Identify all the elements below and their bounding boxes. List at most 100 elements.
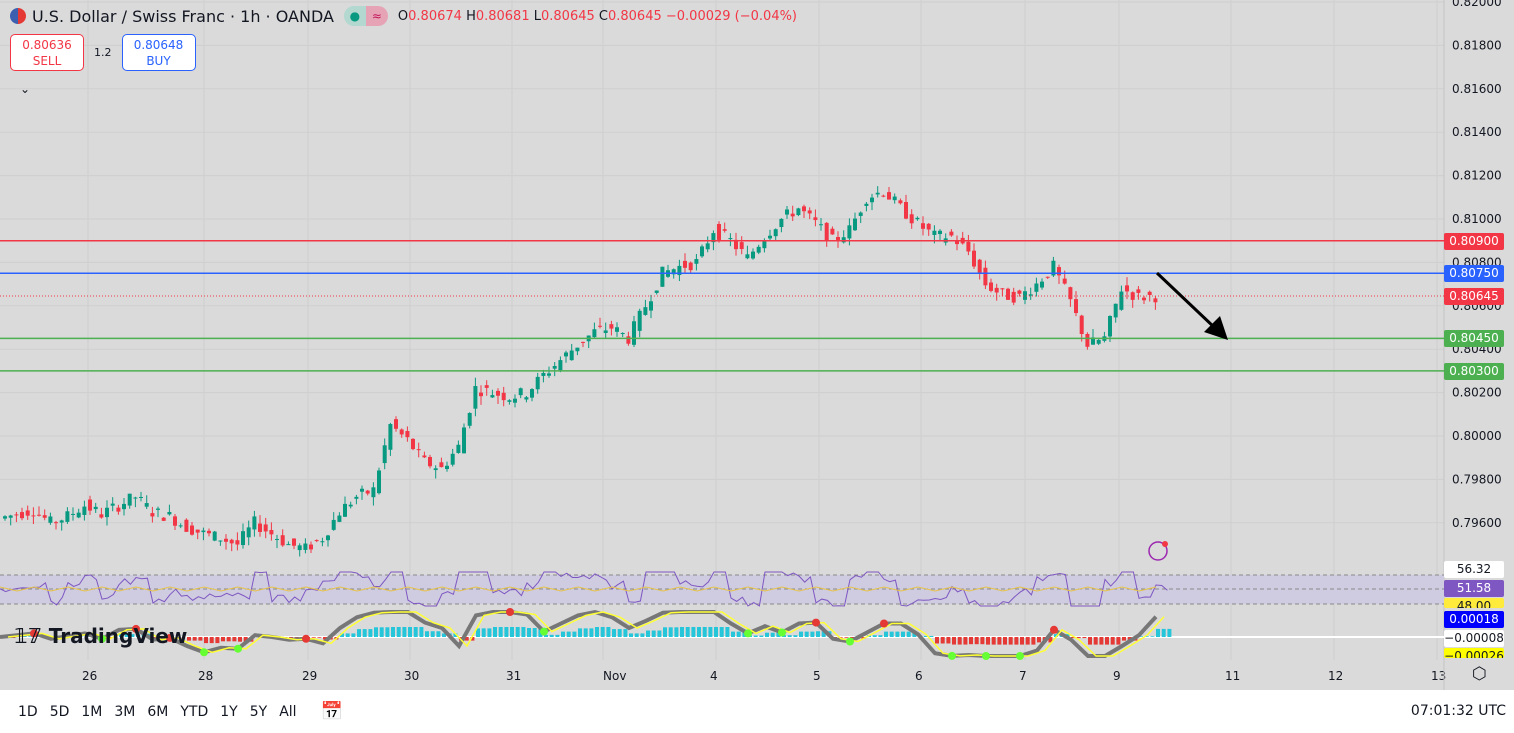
candle-body xyxy=(133,497,138,499)
candle-body xyxy=(1125,285,1129,292)
macd-histogram-bar xyxy=(793,635,798,637)
range-1d[interactable]: 1D xyxy=(18,703,38,720)
collapse-chevron-icon[interactable]: ⌄ xyxy=(20,82,31,96)
macd-histogram-bar xyxy=(708,627,713,637)
candle-body xyxy=(547,373,551,376)
macd-histogram-bar xyxy=(1082,637,1087,639)
candle-body xyxy=(569,350,574,361)
y-tick-label: 0.81800 xyxy=(1452,38,1502,52)
macd-cross-dot xyxy=(1016,652,1024,660)
range-1y[interactable]: 1Y xyxy=(220,703,238,720)
candle-body xyxy=(1074,299,1078,314)
macd-zero-label: −0.00008 xyxy=(1444,630,1504,647)
candle-body xyxy=(25,510,30,516)
candle-body xyxy=(184,519,189,532)
y-tick-label: 0.81200 xyxy=(1452,169,1502,183)
buy-button[interactable]: 0.80648 BUY xyxy=(121,34,196,71)
clock[interactable]: 07:01:32 UTC xyxy=(1410,703,1506,719)
candle-body xyxy=(314,540,319,542)
macd-histogram-bar xyxy=(436,631,441,637)
x-tick-label: 5 xyxy=(813,669,821,683)
candle-body xyxy=(1119,291,1124,310)
price-chart[interactable]: 0.82000 0.81800 0.81600 0.81400 0.81200 0.810… xyxy=(0,0,1514,690)
candle-body xyxy=(207,530,211,534)
settings-gear-icon[interactable]: ⬡ xyxy=(1472,664,1487,684)
macd-histogram-bar xyxy=(209,637,214,644)
candle-body xyxy=(309,544,313,550)
candle-body xyxy=(224,538,228,542)
macd-cross-dot xyxy=(166,633,174,642)
candle-body xyxy=(343,503,347,517)
macd-histogram-bar xyxy=(872,635,877,637)
macd-histogram-bar xyxy=(1093,637,1098,645)
candle-body xyxy=(1062,278,1067,284)
symbol-title[interactable]: U.S. Dollar / Swiss Franc · 1h · OANDA xyxy=(32,6,334,26)
candle-body xyxy=(76,512,81,518)
macd-histogram-bar xyxy=(1037,637,1041,643)
candle-body xyxy=(989,282,993,291)
candle-body xyxy=(450,453,455,465)
macd-histogram-bar xyxy=(952,637,956,645)
macd-histogram-bar xyxy=(844,637,849,638)
level-price-label: 0.80900 xyxy=(1444,232,1504,250)
y-tick-label: 0.81000 xyxy=(1452,212,1502,226)
candle-body xyxy=(626,336,631,344)
candle-body xyxy=(178,525,183,527)
candle-body xyxy=(195,529,200,533)
candle-body xyxy=(382,445,387,464)
candle-body xyxy=(116,507,121,512)
sell-button[interactable]: 0.80636 SELL xyxy=(10,34,84,71)
macd-histogram-bar xyxy=(1020,637,1024,645)
candle-body xyxy=(48,516,53,523)
macd-cross-dot xyxy=(1050,625,1058,634)
range-all[interactable]: All xyxy=(279,703,297,720)
currency-flag-icon xyxy=(10,8,26,24)
range-ytd[interactable]: YTD xyxy=(180,703,209,720)
goto-date-icon[interactable]: 📅 xyxy=(320,701,343,722)
candle-body xyxy=(841,237,846,243)
tradingview-logo[interactable]: 𝟙𝟟 TradingView xyxy=(14,624,188,648)
candle-body xyxy=(530,389,534,398)
macd-histogram-bar xyxy=(901,631,905,637)
candle-body xyxy=(717,223,721,240)
macd-cross-dot xyxy=(132,624,140,633)
macd-histogram-bar xyxy=(589,628,594,637)
macd-histogram-bar xyxy=(566,631,571,637)
candle-body xyxy=(212,531,217,541)
macd-cross-dot xyxy=(506,608,514,616)
candle-body xyxy=(360,488,364,492)
range-6m[interactable]: 6M xyxy=(147,703,169,720)
candle-body xyxy=(705,243,710,250)
candle-body xyxy=(552,366,557,369)
macd-histogram-bar xyxy=(215,637,220,644)
macd-histogram-bar xyxy=(617,629,622,637)
candle-body xyxy=(190,525,194,535)
candle-body xyxy=(354,496,359,499)
candle-body xyxy=(632,321,636,345)
macd-histogram-bar xyxy=(680,627,684,637)
candle-body xyxy=(82,506,87,515)
macd-histogram-bar xyxy=(515,627,520,637)
candle-body xyxy=(42,515,47,518)
candle-body xyxy=(558,360,563,371)
candle-body xyxy=(620,333,625,335)
macd-histogram-bar xyxy=(136,633,140,637)
market-status[interactable]: ● ≈ xyxy=(343,6,388,26)
macd-histogram-bar xyxy=(317,637,322,638)
macd-histogram-bar xyxy=(192,637,197,641)
range-3m[interactable]: 3M xyxy=(114,703,136,720)
symbol-header: U.S. Dollar / Swiss Franc · 1h · OANDA ●… xyxy=(10,6,797,26)
x-tick-label: 29 xyxy=(302,669,317,683)
macd-cross-dot xyxy=(982,652,990,660)
macd-histogram-bar xyxy=(923,635,928,637)
macd-signal-label: −0.00026 xyxy=(1444,648,1504,658)
macd-histogram-bar xyxy=(906,631,911,637)
macd-histogram-bar xyxy=(697,627,701,637)
candle-body xyxy=(326,535,330,541)
market-open-dot-icon: ● xyxy=(343,6,366,26)
candle-body xyxy=(280,535,285,546)
macd-histogram-bar xyxy=(22,636,27,637)
range-5d[interactable]: 5D xyxy=(49,703,70,720)
range-5y[interactable]: 5Y xyxy=(249,703,268,720)
range-1m[interactable]: 1M xyxy=(81,703,103,720)
